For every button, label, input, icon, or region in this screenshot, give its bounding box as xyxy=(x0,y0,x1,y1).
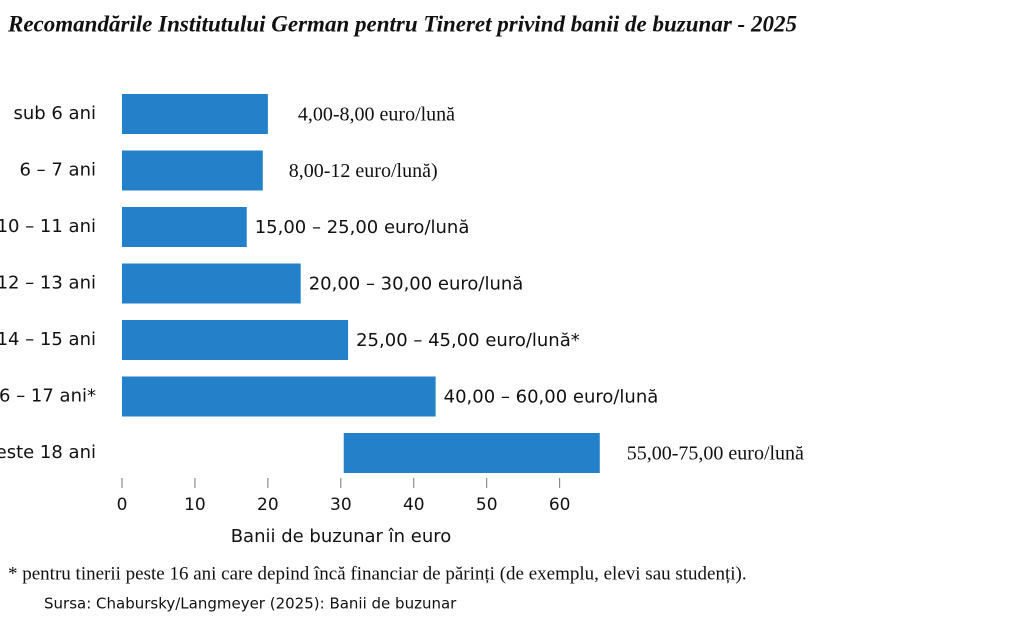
x-tick-label: 30 xyxy=(330,495,352,515)
y-tick-label: 6 – 7 ani xyxy=(19,160,96,181)
bar-label: 40,00 – 60,00 euro/lună xyxy=(444,387,659,408)
bar-label: 25,00 – 45,00 euro/lună* xyxy=(356,330,580,351)
x-tick-label: 20 xyxy=(257,495,279,515)
y-tick-label: 16 – 17 ani* xyxy=(0,386,96,407)
bar-label: 15,00 – 25,00 euro/lună xyxy=(255,217,470,238)
y-tick-label: Peste 18 ani xyxy=(0,442,96,463)
x-tick-label: 0 xyxy=(117,495,128,515)
y-tick-label: sub 6 ani xyxy=(13,103,96,124)
x-tick-label: 40 xyxy=(403,495,425,515)
x-axis-label: Banii de buzunar în euro xyxy=(231,526,452,547)
bar xyxy=(122,320,349,360)
bar xyxy=(122,263,301,304)
x-tick-label: 60 xyxy=(549,495,571,515)
y-tick-label: 12 – 13 ani xyxy=(0,273,96,294)
bar-label: 8,00-12 euro/lună) xyxy=(289,160,438,182)
chart-title: Recomandările Institutului German pentru… xyxy=(7,11,797,36)
y-tick-label: 14 – 15 ani xyxy=(0,329,96,350)
x-tick-label: 50 xyxy=(476,495,498,515)
x-tick-label: 10 xyxy=(184,495,206,515)
bar xyxy=(122,207,247,247)
y-tick-label: 10 – 11 ani xyxy=(0,216,96,237)
bar-label: 4,00-8,00 euro/lună xyxy=(298,104,455,126)
bar xyxy=(122,376,436,417)
footnote: * pentru tinerii peste 16 ani care depin… xyxy=(8,563,747,584)
bar xyxy=(122,150,263,191)
bar-label: 20,00 – 30,00 euro/lună xyxy=(309,274,524,295)
source: Sursa: Chabursky/Langmeyer (2025): Banii… xyxy=(44,595,457,613)
bar-label: 55,00-75,00 euro/lună xyxy=(627,443,804,465)
bar xyxy=(343,433,600,473)
bar xyxy=(122,94,268,134)
